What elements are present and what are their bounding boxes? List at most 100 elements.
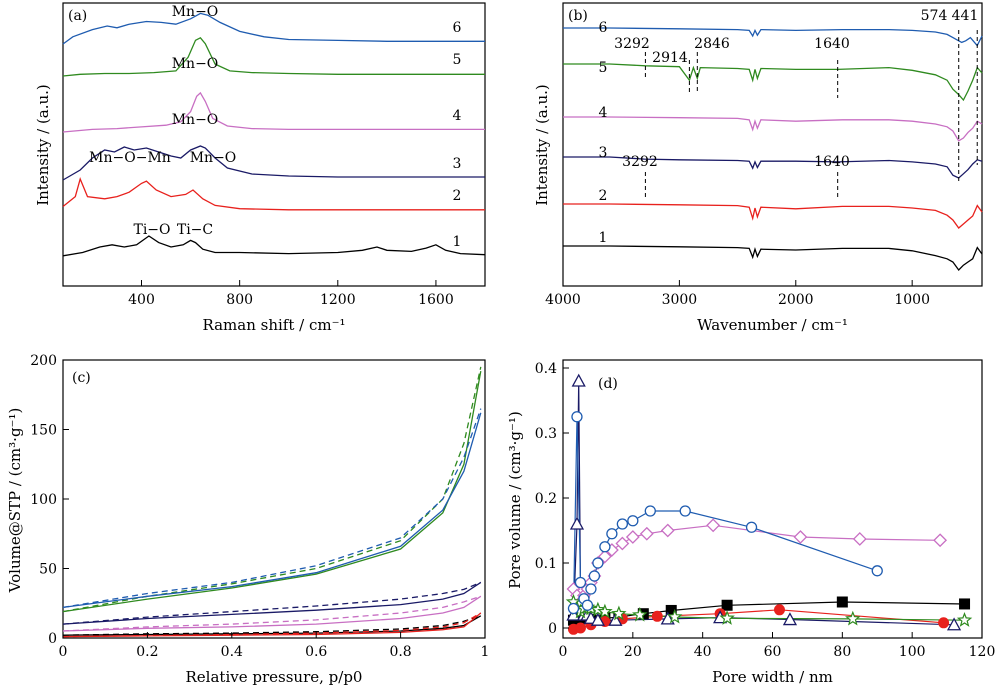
- data-point: [959, 598, 971, 610]
- plot-frame: [562, 359, 983, 639]
- series-label-3: 3: [453, 156, 462, 172]
- isotherm-desorption-line: [62, 612, 482, 638]
- x-axis-label: Relative pressure, p/p0: [186, 668, 363, 686]
- series-1-line: [62, 235, 486, 257]
- panel-a: 1 2 3 4 5 6 400 800 1200 1600 Raman shift / cm⁻¹ In…: [34, 2, 486, 334]
- data-point: [590, 612, 606, 626]
- x-tick-label: 3000: [662, 292, 698, 308]
- band-annotation: 2846: [694, 36, 730, 52]
- series-label-1: 1: [453, 234, 462, 250]
- x-tick-label: 0: [59, 644, 68, 660]
- x-tick-label: 0.2: [136, 644, 158, 660]
- y-axis-label: Intensity / (a.u.): [34, 84, 52, 206]
- series-6-line: [62, 12, 485, 45]
- peak-annotation: Mn−O−Mn: [89, 150, 171, 166]
- data-point: [571, 373, 586, 387]
- peak-annotation: Ti−C: [177, 222, 213, 238]
- band-annotation: 1640: [814, 154, 850, 170]
- y-tick-label: 0: [48, 631, 57, 647]
- isotherm-adsorption-line: [62, 581, 482, 625]
- y-axis-label: Pore volume / (cm³·g⁻¹): [506, 411, 524, 589]
- x-tick-label: 2000: [778, 292, 814, 308]
- data-point: [679, 505, 691, 517]
- band-annotation: 1640: [814, 36, 850, 52]
- panel-d: 0 20 40 60 80 100 120 0 0.1 0.2 0.3 0.4 Pore width /…: [506, 359, 995, 686]
- data-point: [585, 583, 597, 595]
- data-point: [660, 523, 675, 538]
- isotherm-adsorption-line: [62, 370, 482, 613]
- panel-label: (b): [568, 8, 588, 24]
- data-point: [599, 541, 611, 553]
- data-point: [627, 515, 639, 527]
- x-axis-label: Raman shift / cm⁻¹: [202, 316, 345, 334]
- series-label-5: 5: [599, 60, 608, 76]
- series-6-line: [563, 27, 983, 47]
- x-tick-label: 100: [899, 644, 926, 660]
- series-label-4: 4: [599, 105, 608, 121]
- panel-label: (c): [72, 370, 91, 386]
- isotherm-desorption-line: [62, 581, 482, 625]
- y-axis-label: Intensity / (a.u.): [533, 84, 551, 206]
- x-tick-label: 0.6: [305, 644, 327, 660]
- series-label-5: 5: [453, 52, 462, 68]
- data-point: [567, 602, 580, 615]
- x-tick-label: 1: [481, 644, 490, 660]
- y-tick-label: 0.3: [535, 426, 557, 442]
- data-point: [632, 606, 648, 622]
- x-tick-label: 0.8: [389, 644, 411, 660]
- x-tick-label: 4000: [545, 292, 581, 308]
- y-tick-label: 0.1: [535, 556, 557, 572]
- x-tick-label: 1000: [894, 292, 930, 308]
- series-1-line: [563, 245, 983, 272]
- data-point: [616, 518, 629, 530]
- x-tick-label: 40: [694, 644, 712, 660]
- data-point: [588, 570, 601, 582]
- band-annotation: 441: [952, 8, 979, 24]
- data-point: [933, 533, 948, 548]
- data-point: [938, 617, 950, 629]
- series-line: [573, 601, 965, 621]
- y-tick-label: 100: [30, 492, 57, 508]
- panel-label: (a): [68, 8, 87, 24]
- x-axis-label: Pore width / nm: [712, 668, 833, 686]
- data-point: [946, 617, 962, 631]
- data-point: [773, 604, 785, 616]
- y-tick-label: 150: [30, 423, 57, 439]
- x-tick-label: 20: [624, 644, 642, 660]
- band-annotation: 574: [921, 8, 948, 24]
- isotherm-adsorption-line: [62, 412, 482, 609]
- x-tick-label: 400: [128, 292, 155, 308]
- data-point: [611, 605, 627, 621]
- y-tick-label: 200: [30, 353, 57, 369]
- series-3-line: [62, 145, 485, 181]
- data-point: [745, 521, 758, 533]
- data-point: [644, 505, 656, 517]
- series-label-6: 6: [453, 20, 462, 36]
- peak-annotation: Mn−O: [172, 112, 219, 128]
- data-point: [871, 565, 883, 577]
- series-label-2: 2: [453, 188, 462, 204]
- data-point: [721, 599, 733, 611]
- series-5-line: [563, 63, 983, 102]
- panel-c: 0 0.2 0.4 0.6 0.8 1 0 50 100 150 200 Relative press…: [6, 353, 489, 686]
- data-point: [571, 411, 583, 423]
- series-label-6: 6: [599, 20, 608, 36]
- series-4-line: [563, 116, 983, 142]
- data-point: [574, 622, 586, 634]
- series-label-4: 4: [453, 108, 462, 124]
- data-point: [782, 612, 798, 626]
- data-point: [639, 526, 654, 541]
- x-tick-label: 800: [226, 292, 253, 308]
- y-tick-label: 0.4: [535, 361, 557, 377]
- series-line: [572, 601, 965, 621]
- isotherm-desorption-line: [62, 366, 482, 613]
- x-axis-label: Wavenumber / cm⁻¹: [697, 316, 848, 334]
- series-label-3: 3: [599, 145, 608, 161]
- series-line: [572, 416, 878, 609]
- series-2-line: [62, 177, 485, 211]
- data-point: [845, 610, 861, 626]
- band-annotation: 3292: [614, 36, 650, 52]
- series-4-line: [62, 91, 485, 133]
- x-tick-label: 1600: [418, 292, 454, 308]
